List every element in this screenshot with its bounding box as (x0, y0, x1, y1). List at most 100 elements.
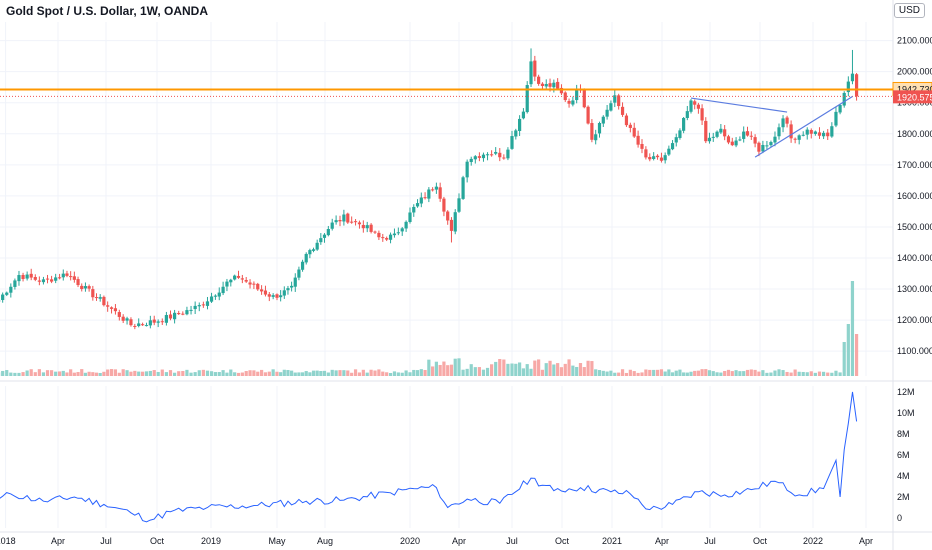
candle-body (330, 222, 334, 229)
candle-body (41, 279, 46, 283)
volume-bar (229, 369, 233, 376)
trendlines[interactable] (690, 96, 853, 158)
volume-bar (529, 368, 533, 376)
volume-bar (185, 369, 189, 376)
candle-body (76, 279, 80, 286)
volume-bar (181, 371, 185, 376)
candle-body (13, 280, 17, 287)
indicator-tick-label: 0 (897, 513, 902, 523)
candle-body (742, 131, 746, 139)
candle-body (1, 294, 5, 301)
candle-body (415, 203, 420, 207)
candle-body (830, 126, 834, 137)
candle-body (640, 144, 644, 149)
volume-bar (502, 359, 506, 376)
volume-bar (544, 363, 548, 376)
candle-body (548, 83, 552, 87)
price-tick-label: 1500.000 (897, 222, 932, 232)
candle-body (156, 321, 160, 323)
candle-body (17, 275, 21, 282)
volume-bar (177, 371, 181, 376)
volume-bar (556, 363, 560, 376)
volume-bar (168, 370, 173, 376)
volume-bar (248, 370, 252, 376)
candle-body (765, 145, 769, 147)
volume-bar (571, 365, 575, 376)
volume-bar (189, 372, 193, 376)
candle-body (248, 282, 252, 285)
candle-body (54, 277, 58, 281)
volume-bar (423, 369, 427, 376)
volume-bar (297, 372, 301, 376)
candle-body (252, 283, 256, 285)
candle-body (91, 289, 95, 298)
volume-bar (696, 370, 700, 376)
candle-body (685, 111, 689, 118)
time-axis[interactable]: 2018 Apr Jul Oct 2019 May Aug 2020 Apr Jul Oct 2021… (0, 536, 873, 546)
candle-body (826, 132, 830, 137)
volume-bar (221, 370, 225, 376)
volume-bar (65, 372, 69, 376)
volume-bar (490, 364, 494, 376)
candle-body (652, 156, 656, 160)
volume-bar (801, 371, 805, 376)
candle-body (326, 229, 330, 236)
currency-button[interactable]: USD (893, 3, 925, 18)
volume-bar (94, 372, 99, 376)
candle-body (723, 129, 727, 137)
volume-bar (357, 372, 362, 376)
volume-bar (609, 370, 613, 376)
volume-bar (282, 369, 286, 376)
candle-body (297, 269, 301, 278)
candle-body (556, 81, 560, 89)
volume-indicator-pane (0, 391, 858, 523)
volume-bar (263, 372, 268, 376)
volume-bar (29, 369, 33, 376)
volume-bar (21, 372, 25, 376)
candle-body (65, 273, 69, 276)
candle-body (279, 295, 283, 298)
volume-bar (797, 371, 801, 376)
time-tick-label: Aug (317, 536, 333, 546)
indicator-line (0, 391, 858, 523)
trendline[interactable] (690, 97, 788, 113)
trendline[interactable] (754, 96, 853, 158)
candle-body (582, 89, 586, 108)
price-tick-label: 2100.000 (897, 36, 932, 46)
horizontal-level-line[interactable] (0, 88, 893, 97)
candle-body (632, 127, 636, 137)
volume-bar (540, 369, 545, 376)
current-price-text: 1920.575 (897, 92, 932, 102)
time-tick-label: Apr (859, 536, 873, 546)
volume-bar (415, 370, 420, 376)
volume-bar (726, 369, 731, 376)
volume-bar (408, 372, 412, 376)
volume-bar (385, 372, 389, 376)
candle-body (805, 129, 809, 135)
volume-bar (353, 369, 358, 376)
volume-bar (745, 369, 750, 376)
candle-body (789, 124, 793, 139)
volume-bar (41, 372, 46, 376)
candle-body (365, 225, 369, 229)
candle-body (854, 74, 859, 97)
volume-bar (578, 363, 583, 376)
volume-bar (552, 364, 556, 376)
volume-bar (648, 369, 652, 376)
candle-body (696, 104, 700, 109)
candle-body (793, 138, 797, 140)
volume-bar (76, 372, 80, 376)
candle-body (311, 249, 316, 251)
candle-body (290, 285, 294, 288)
volume-bar (308, 372, 312, 376)
volume-bar (757, 371, 761, 376)
price-axis[interactable]: 1100.000 1200.000 1300.000 1400.000 1500.000… (897, 36, 932, 523)
candle-body (434, 186, 438, 190)
candle-body (773, 136, 777, 143)
volume-bar (140, 371, 145, 376)
candle-body (540, 83, 545, 86)
candle-body (213, 295, 217, 297)
volume-bar (777, 369, 781, 376)
candle-body (734, 140, 738, 146)
